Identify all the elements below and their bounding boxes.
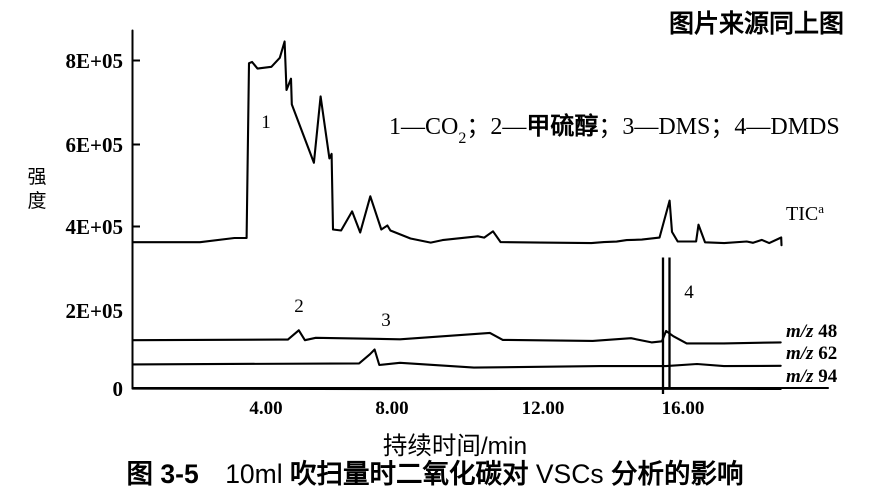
svg-text:6E+05: 6E+05: [66, 133, 123, 157]
svg-text:持续时间/min: 持续时间/min: [383, 432, 527, 460]
svg-text:2E+05: 2E+05: [66, 299, 123, 323]
svg-text:3: 3: [381, 310, 391, 331]
svg-text:0: 0: [113, 377, 124, 401]
svg-text:1—CO2；2—甲硫醇；3—DMS；4—DMDS: 1—CO2；2—甲硫醇；3—DMS；4—DMDS: [389, 112, 840, 147]
svg-text:12.00: 12.00: [522, 398, 565, 419]
svg-text:m/z 48: m/z 48: [786, 321, 837, 342]
svg-text:4E+05: 4E+05: [66, 215, 123, 239]
svg-text:度: 度: [27, 190, 46, 212]
svg-text:2: 2: [294, 296, 304, 317]
svg-text:4.00: 4.00: [249, 398, 282, 419]
svg-text:TICa: TICa: [786, 201, 824, 226]
svg-text:1: 1: [261, 112, 271, 133]
svg-text:4: 4: [684, 282, 694, 303]
svg-text:8.00: 8.00: [375, 398, 408, 419]
svg-text:m/z 62: m/z 62: [786, 343, 837, 364]
svg-text:8E+05: 8E+05: [66, 49, 123, 73]
svg-text:图 3-5 10ml 吹扫量时二氧化碳对 VSCs 分析的影: 图 3-5 10ml 吹扫量时二氧化碳对 VSCs 分析的影响: [127, 459, 744, 489]
svg-text:m/z 94: m/z 94: [786, 366, 838, 387]
svg-text:强: 强: [27, 167, 46, 188]
svg-text:16.00: 16.00: [662, 398, 705, 419]
svg-text:图片来源同上图: 图片来源同上图: [669, 10, 844, 38]
